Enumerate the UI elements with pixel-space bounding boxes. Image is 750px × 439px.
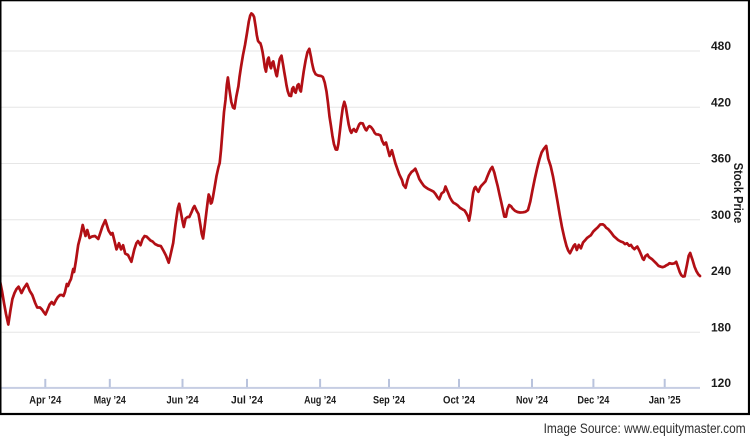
svg-text:Sep ’24: Sep ’24 [373, 395, 406, 407]
svg-text:Dec ’24: Dec ’24 [577, 395, 610, 407]
svg-text:May ’24: May ’24 [94, 395, 127, 407]
svg-text:Jul ’24: Jul ’24 [231, 395, 264, 407]
svg-text:Apr ’24: Apr ’24 [29, 395, 62, 407]
svg-text:420: 420 [711, 95, 731, 109]
svg-text:Oct ’24: Oct ’24 [443, 395, 476, 407]
svg-text:480: 480 [711, 39, 731, 53]
svg-text:300: 300 [711, 208, 731, 222]
svg-text:Nov ’24: Nov ’24 [516, 395, 549, 407]
svg-text:360: 360 [711, 152, 731, 166]
svg-text:Aug ’24: Aug ’24 [304, 395, 337, 407]
svg-text:Jan ’25: Jan ’25 [649, 395, 681, 407]
svg-text:240: 240 [711, 264, 731, 278]
svg-text:180: 180 [711, 320, 731, 334]
svg-text:Stock Price: Stock Price [731, 163, 746, 224]
svg-text:Jun ’24: Jun ’24 [167, 395, 200, 407]
svg-text:Image Source: www.equitymaster: Image Source: www.equitymaster.com [544, 421, 746, 436]
svg-text:120: 120 [711, 376, 731, 390]
